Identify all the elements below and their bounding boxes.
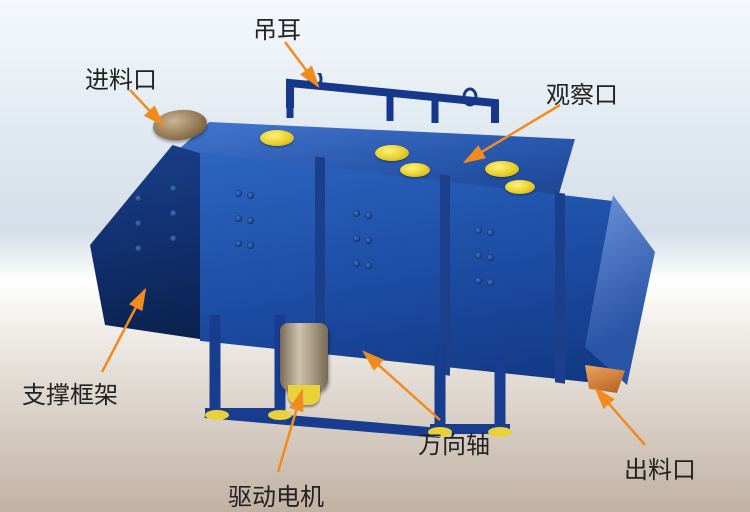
lifting-lug xyxy=(280,73,510,133)
label-outlet: 出料口 xyxy=(624,450,696,485)
label-inspection: 观察口 xyxy=(546,75,618,110)
label-shaft: 万向轴 xyxy=(418,425,490,460)
drive-motor xyxy=(280,323,328,393)
obs-port-5 xyxy=(505,180,535,194)
label-inlet: 进料口 xyxy=(85,60,157,95)
label-lug: 吊耳 xyxy=(253,10,301,45)
obs-port-3 xyxy=(400,163,430,177)
machine-body xyxy=(105,85,645,415)
label-support: 支撑框架 xyxy=(22,375,118,410)
label-motor: 驱动电机 xyxy=(228,477,324,512)
obs-port-2 xyxy=(375,145,409,161)
obs-port-4 xyxy=(485,161,519,177)
motor-base xyxy=(288,385,320,405)
ridge-3 xyxy=(555,192,565,384)
